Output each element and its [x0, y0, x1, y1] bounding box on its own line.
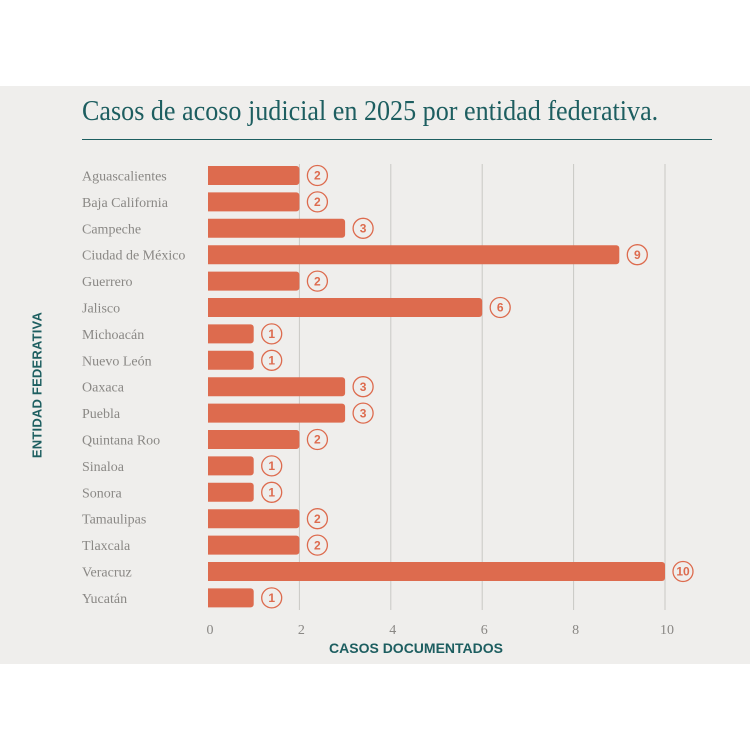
value-badge: [489, 296, 511, 319]
value-label: 6: [497, 301, 504, 315]
category-label: Ciudad de México: [82, 249, 185, 264]
value-badge: [306, 270, 329, 292]
chart-title: Casos de acoso judicial en 2025 por enti…: [82, 95, 659, 127]
bar: [208, 350, 254, 370]
value-label: 2: [314, 433, 321, 447]
value-badge: [352, 217, 374, 239]
category-label: Aguascalientes: [82, 170, 167, 185]
value-label: 10: [676, 565, 690, 579]
value-label: 1: [268, 459, 275, 473]
value-badge: [352, 402, 374, 424]
x-tick-label: 4: [389, 623, 396, 638]
bar: [208, 271, 300, 291]
value-badge: [306, 508, 329, 530]
bar: [208, 166, 300, 185]
bar: [208, 192, 300, 212]
value-badge: [261, 455, 283, 477]
value-badge: [672, 560, 694, 583]
category-label: Oaxaca: [82, 381, 125, 396]
value-badge: [626, 244, 648, 266]
x-tick-label: 8: [572, 623, 579, 638]
bar: [208, 218, 346, 238]
value-badge: [306, 534, 329, 556]
category-label: Jalisco: [82, 302, 120, 317]
value-label: 1: [268, 327, 275, 341]
value-label: 2: [314, 274, 321, 288]
value-label: 1: [268, 591, 275, 605]
value-label: 3: [360, 406, 367, 420]
x-tick-label: 2: [298, 623, 305, 638]
bar: [208, 456, 254, 476]
bar: [208, 588, 254, 608]
bar: [208, 324, 254, 344]
y-axis-label: ENTIDAD FEDERATIVA: [29, 311, 45, 459]
value-badge: [306, 164, 329, 187]
bar: [208, 535, 300, 555]
category-label: Quintana Roo: [82, 434, 160, 449]
bar: [208, 298, 483, 317]
value-badge: [306, 191, 329, 213]
value-label: 2: [314, 169, 321, 183]
value-label: 2: [314, 538, 321, 552]
value-badge: [306, 428, 329, 451]
x-tick-label: 0: [207, 623, 214, 638]
category-label: Baja California: [82, 196, 169, 211]
category-label: Veracruz: [82, 566, 132, 581]
x-tick-label: 10: [660, 623, 674, 638]
category-label: Campeche: [82, 222, 141, 237]
bar: [208, 403, 346, 423]
value-label: 9: [634, 248, 641, 262]
value-badge: [261, 587, 283, 609]
value-label: 2: [314, 512, 321, 526]
category-label: Sonora: [82, 486, 122, 501]
category-label: Sinaloa: [82, 460, 125, 475]
category-label: Puebla: [82, 407, 121, 422]
value-label: 1: [268, 354, 275, 368]
category-label: Tlaxcala: [82, 539, 131, 554]
bar: [208, 562, 665, 581]
value-label: 3: [360, 380, 367, 394]
title-rule: [82, 139, 712, 140]
x-tick-label: 6: [481, 623, 488, 638]
bar: [208, 245, 620, 265]
category-label: Nuevo León: [82, 354, 152, 369]
value-label: 1: [268, 486, 275, 500]
bar: [208, 377, 346, 397]
category-label: Guerrero: [82, 275, 133, 290]
bar: [208, 509, 300, 529]
bar: [208, 482, 254, 502]
bar: [208, 430, 300, 449]
value-label: 2: [314, 195, 321, 209]
value-badge: [261, 323, 283, 345]
category-label: Tamaulipas: [82, 513, 146, 528]
value-badge: [352, 376, 374, 398]
category-label: Yucatán: [82, 592, 127, 607]
category-label: Michoacán: [82, 328, 144, 343]
value-badge: [261, 349, 283, 371]
value-label: 3: [360, 222, 367, 236]
x-axis-label: CASOS DOCUMENTADOS: [329, 640, 503, 656]
value-badge: [261, 481, 283, 503]
